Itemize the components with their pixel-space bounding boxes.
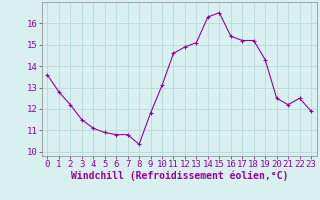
X-axis label: Windchill (Refroidissement éolien,°C): Windchill (Refroidissement éolien,°C) (70, 171, 288, 181)
